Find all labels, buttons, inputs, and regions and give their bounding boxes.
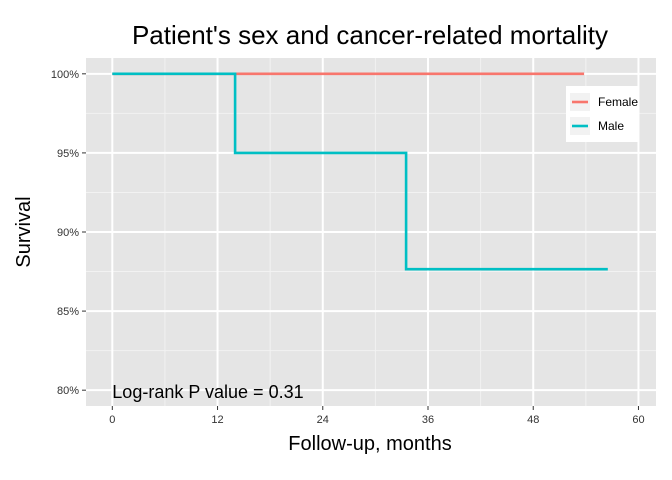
x-tick-label: 36	[422, 414, 434, 426]
x-axis-ticks: 0 12 24 36 48 60	[109, 406, 645, 426]
x-tick-label: 60	[632, 414, 644, 426]
legend-label-male: Male	[598, 119, 624, 133]
series-line-male	[112, 72, 608, 271]
y-tick-label: 100%	[51, 69, 79, 81]
x-tick-label: 24	[317, 414, 329, 426]
y-tick-label: 95%	[57, 148, 79, 160]
y-tick-label: 85%	[57, 306, 79, 318]
y-axis-title: Survival	[13, 196, 35, 267]
x-tick-label: 48	[527, 414, 539, 426]
legend-label-female: Female	[598, 95, 638, 109]
legend: Female Male	[566, 86, 638, 142]
y-tick-label: 80%	[57, 385, 79, 397]
y-axis-ticks: 80% 85% 90% 95% 100%	[51, 69, 86, 397]
x-tick-label: 0	[109, 414, 115, 426]
series-layer	[112, 72, 608, 271]
x-tick-label: 12	[211, 414, 223, 426]
x-axis-title: Follow-up, months	[288, 433, 451, 455]
y-tick-label: 90%	[57, 227, 79, 239]
pvalue-annotation: Log-rank P value = 0.31	[112, 382, 303, 402]
chart-title: Patient's sex and cancer-related mortali…	[132, 20, 608, 50]
